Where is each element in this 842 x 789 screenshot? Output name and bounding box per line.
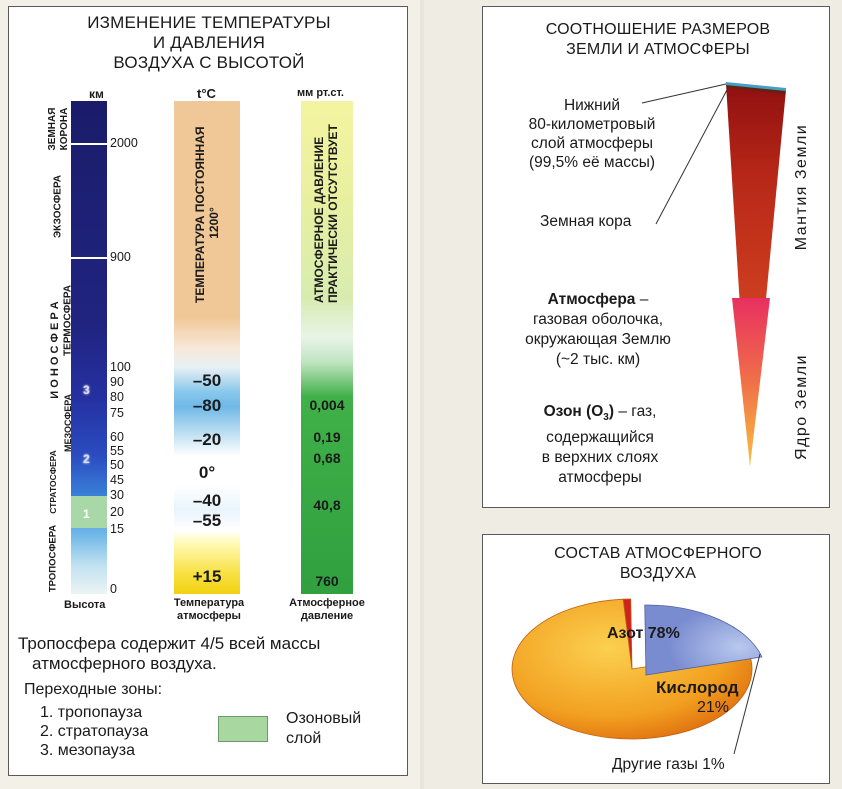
air-composition-pie	[511, 598, 763, 755]
height-grid-line	[71, 257, 107, 259]
height-tick-label: 900	[110, 250, 131, 264]
caption-height: Высота	[64, 599, 106, 611]
temperature-column	[174, 101, 240, 594]
temperature-value: –55	[192, 511, 222, 530]
temperature-value: –20	[192, 430, 222, 449]
crust-label: Земная кора	[540, 213, 632, 230]
caption-pressure: Атмосферное давление	[289, 597, 365, 622]
pressure-value: 40,8	[313, 497, 341, 513]
pressure-column	[301, 101, 353, 594]
oxygen-label: Кислород	[656, 678, 739, 697]
temperature-value: 0°	[198, 463, 216, 482]
temperature-constant-text: ТЕМПЕРАТУРА ПОСТОЯННАЯ 1200°	[193, 126, 221, 303]
height-tick-label: 60	[110, 430, 124, 444]
zone-marker-1: 1	[83, 507, 90, 521]
atmosphere-edge	[726, 82, 786, 91]
core-wedge	[732, 298, 770, 466]
height-tick-label: 55	[110, 444, 124, 458]
pressure-absent-text: АТМОСФЕРНОЕ ДАВЛЕНИЕ ПРАКТИЧЕСКИ ОТСУТСТ…	[312, 124, 340, 303]
transition-item: 3. мезопауза	[40, 742, 136, 759]
height-tick-label: 45	[110, 473, 124, 487]
other-gases-label: Другие газы 1%	[612, 756, 725, 773]
height-tick-label: 20	[110, 505, 124, 519]
nitrogen-label: Азот 78%	[607, 625, 680, 642]
layer-troposphere: ТРОПОСФЕРА	[47, 524, 59, 593]
ozone-band-height	[71, 496, 107, 528]
lower-layer-label: Нижний 80-километровый слой атмосферы (9…	[528, 97, 656, 171]
temperature-value: –50	[192, 371, 222, 390]
height-tick-label: 90	[110, 375, 124, 389]
height-tick-label: 50	[110, 458, 124, 472]
layer-ionosphere: И О Н О С Ф Е Р А	[49, 301, 61, 399]
atmosphere-label: Атмосфера – газовая оболочка, окружающая…	[525, 291, 671, 368]
mantle-label: Мантия Земли	[793, 123, 810, 251]
transition-list: 1. тропопауза 2. стратопауза 3. мезопауз…	[40, 703, 148, 760]
temperature-value: +15	[192, 567, 222, 586]
pressure-value: 0,68	[313, 450, 341, 466]
troposphere-note: Тропосфера содержит 4/5 всей массы атмос…	[18, 634, 321, 673]
crust-pointer	[655, 87, 729, 225]
height-tick-label: 0	[110, 582, 117, 596]
mantle-wedge	[726, 84, 786, 466]
unit-pressure: мм рт.ст.	[297, 87, 344, 99]
oxygen-slice	[644, 604, 763, 676]
earth-wedge-diagram	[641, 82, 786, 466]
transition-item: 1. тропопауза	[40, 704, 143, 721]
layer-thermosphere: ТЕРМОСФЕРА	[62, 285, 74, 356]
nitrogen-slice	[511, 598, 753, 740]
ozone-legend-label: Озоновый слой	[286, 710, 362, 747]
height-tick-label: 80	[110, 390, 124, 404]
transition-title: Переходные зоны:	[24, 681, 163, 698]
height-tick-label: 100	[110, 360, 131, 374]
zone-marker-3: 3	[83, 383, 90, 397]
zone-marker-2: 2	[83, 452, 90, 466]
height-tick-label: 2000	[110, 136, 138, 150]
height-grid-line	[71, 143, 107, 145]
oxygen-percent: 21%	[697, 699, 730, 716]
height-tick-label: 15	[110, 522, 124, 536]
height-tick-label: 75	[110, 406, 124, 420]
temperature-value: –80	[192, 396, 222, 415]
unit-temp: t°C	[197, 86, 216, 101]
pressure-value: 0,004	[309, 397, 345, 413]
transition-item: 2. стратопауза	[40, 723, 149, 740]
caption-temperature: Температура атмосферы	[173, 597, 245, 622]
altitude-title: ИЗМЕНЕНИЕ ТЕМПЕРАТУРЫ И ДАВЛЕНИЯ ВОЗДУХА…	[87, 13, 331, 72]
height-tick-label: 30	[110, 488, 124, 502]
pressure-value: 760	[315, 573, 339, 589]
earth-atmosphere-title: СООТНОШЕНИЕ РАЗМЕРОВ ЗЕМЛИ И АТМОСФЕРЫ	[545, 21, 771, 58]
core-label: Ядро Земли	[793, 354, 810, 460]
other-gases-pointer	[733, 653, 761, 755]
temperature-value: –40	[192, 491, 222, 510]
ozone-label: Озон (О3) – газ, содержащийся в верхних …	[541, 403, 659, 487]
ozone-legend-swatch	[218, 716, 268, 742]
air-composition-title: СОСТАВ АТМОСФЕРНОГО ВОЗДУХА	[554, 545, 762, 582]
unit-km: км	[89, 87, 104, 101]
other-gases-slice	[622, 598, 633, 670]
pressure-value: 0,19	[313, 429, 341, 445]
lower-layer-pointer	[641, 83, 727, 104]
layer-mesosphere: МЕЗОСФЕРА	[63, 394, 73, 452]
